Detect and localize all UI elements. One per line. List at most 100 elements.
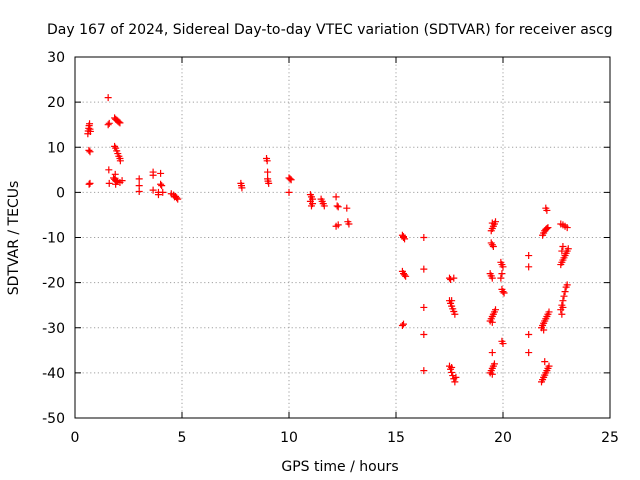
data-point [488,274,496,282]
data-point [149,171,157,179]
data-point [488,219,496,227]
data-point [105,179,113,187]
y-tick-label: 20 [47,95,65,111]
axis-ticks [74,56,611,419]
data-point [332,193,340,201]
data-point [86,179,94,187]
x-tick-label: 0 [71,430,80,446]
data-point [497,274,505,282]
x-tick-label: 10 [280,430,298,446]
data-point [135,182,143,190]
data-point [135,187,143,195]
data-point [525,349,533,357]
data-point [490,360,498,368]
data-point [264,168,272,176]
data-point [116,157,124,165]
data-point [488,349,496,357]
data-point [450,274,458,282]
data-point [448,363,456,371]
y-tick-labels: -50 -40 -30 -20 -10 0 10 20 30 [42,50,65,427]
data-point [115,118,123,126]
data-point [334,221,342,229]
data-point [85,146,93,154]
data-point [420,367,428,375]
data-point [452,373,460,381]
data-point [563,224,571,232]
data-point [525,252,533,260]
data-point [86,148,94,156]
y-tick-label: 10 [47,140,65,156]
data-point [104,94,112,102]
data-point [149,186,157,194]
data-point [334,203,342,211]
data-point [286,175,294,183]
data-point [420,265,428,273]
data-point [500,289,508,297]
data-point [540,326,548,334]
data-point [105,119,113,127]
chart-title: Day 167 of 2024, Sidereal Day-to-day VTE… [47,22,613,38]
data-point [402,272,410,280]
x-axis-title: GPS time / hours [281,459,398,475]
data-point [541,358,549,366]
y-tick-label: 0 [56,185,65,201]
data-point [559,303,567,311]
data-point [420,331,428,339]
data-point [492,218,500,226]
data-point [543,206,551,214]
data-point [447,365,455,373]
data-point [525,331,533,339]
data-point [399,320,407,328]
x-tick-label: 20 [494,430,512,446]
data-point [154,191,162,199]
y-tick-label: -10 [42,231,65,247]
data-point [104,121,112,129]
data-points [84,94,572,386]
data-point [544,224,552,232]
data-point [420,303,428,311]
data-point [85,180,93,188]
data-point [543,224,551,232]
data-point [118,177,126,185]
y-tick-label: -20 [42,276,65,292]
data-point [451,310,459,318]
data-point [159,188,167,196]
data-point [333,202,341,210]
data-point [111,170,119,178]
data-point [558,310,566,318]
x-tick-label: 5 [178,430,187,446]
data-point [559,243,567,251]
data-point [499,288,507,296]
data-point [307,202,315,210]
data-point [135,175,143,183]
data-point [447,275,455,283]
data-point [492,306,500,314]
data-point [105,166,113,174]
data-point [401,271,409,279]
data-point [525,263,533,271]
data-point [559,297,567,305]
x-tick-label: 15 [387,430,405,446]
y-tick-label: -40 [42,366,65,382]
data-point [489,243,497,251]
data-point [499,340,507,348]
x-tick-labels: 0 5 10 15 20 25 [71,430,619,446]
data-point [116,119,124,127]
data-point [420,234,428,241]
y-axis-title: SDTVAR / TECUs [6,181,22,296]
data-point [343,204,351,212]
data-point [564,245,572,253]
y-tick-label: -30 [42,321,65,337]
data-point [86,127,94,135]
data-point [399,233,407,241]
y-tick-label: -50 [42,411,65,427]
data-point [345,220,353,228]
data-point [285,188,293,196]
data-point [545,362,553,370]
data-point [563,281,571,289]
data-point [488,241,496,249]
data-point [238,184,246,192]
grid-lines [75,57,610,418]
data-point [263,157,271,165]
